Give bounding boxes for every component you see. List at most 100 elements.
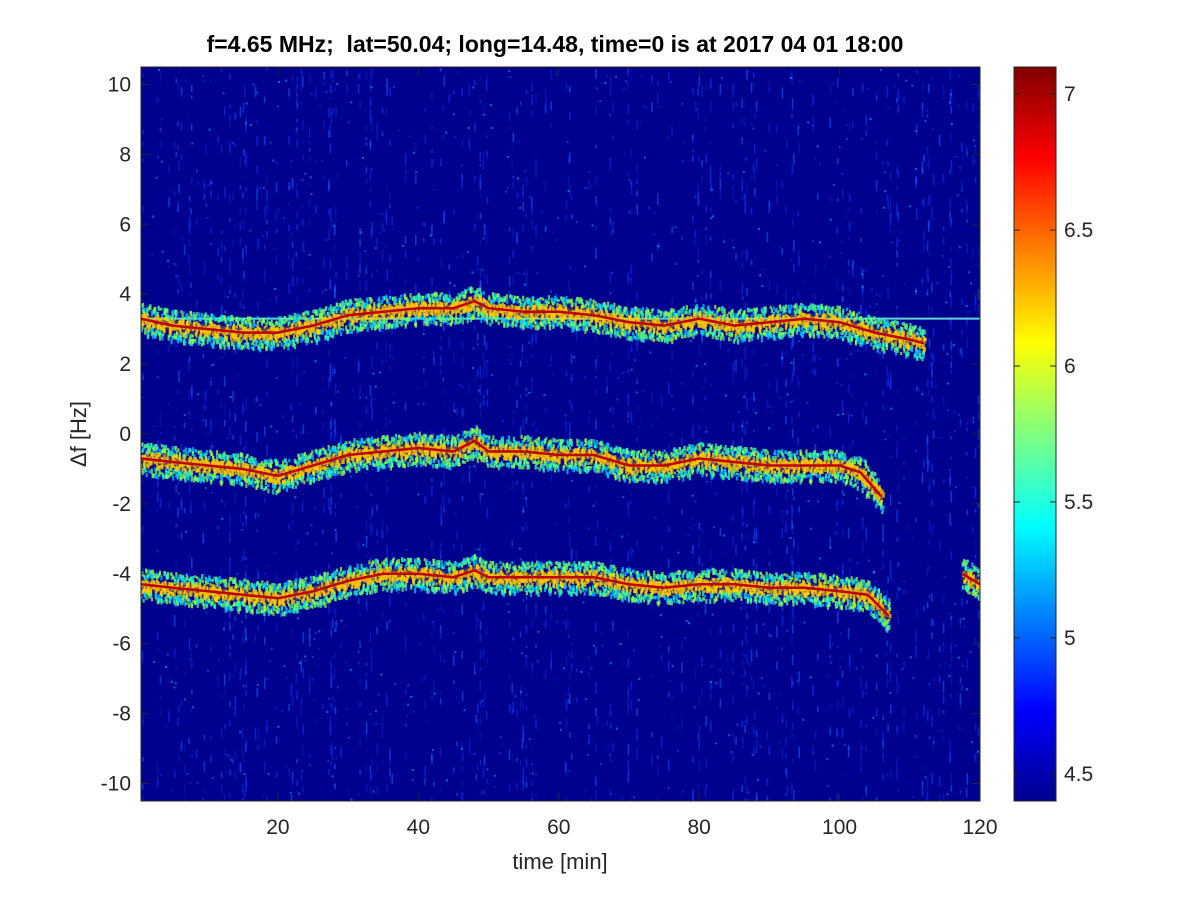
noise-speckle <box>365 600 368 612</box>
trace-halo-dot <box>277 323 280 328</box>
noise-speckle <box>448 94 450 103</box>
noise-speckle <box>949 221 951 226</box>
noise-speckle <box>837 158 839 165</box>
noise-dot <box>957 656 960 659</box>
noise-dot <box>507 155 510 158</box>
noise-speckle <box>479 174 482 185</box>
noise-dot <box>837 413 840 416</box>
trace-halo-dot <box>256 321 259 325</box>
noise-dot <box>790 401 793 404</box>
noise-dot <box>205 204 208 207</box>
noise-speckle <box>482 151 485 163</box>
noise-speckle <box>719 178 722 191</box>
noise-speckle <box>915 518 917 523</box>
noise-speckle <box>245 206 247 216</box>
noise-dot <box>317 664 320 667</box>
noise-dot <box>211 445 214 448</box>
noise-speckle <box>961 298 963 305</box>
noise-speckle <box>511 161 513 169</box>
noise-speckle <box>544 670 547 677</box>
noise-speckle <box>203 790 206 794</box>
noise-speckle <box>188 571 191 581</box>
noise-dot <box>829 546 832 549</box>
noise-speckle <box>750 260 753 265</box>
noise-speckle <box>698 344 701 357</box>
noise-speckle <box>521 354 524 361</box>
noise-speckle <box>234 143 237 147</box>
trace-halo-dot <box>331 306 334 311</box>
noise-speckle <box>423 222 425 226</box>
noise-speckle <box>443 508 446 513</box>
noise-speckle <box>928 682 931 686</box>
trace-halo-dot <box>259 347 262 353</box>
trace-halo-dot <box>195 320 198 324</box>
noise-speckle <box>793 496 795 501</box>
noise-speckle <box>627 753 630 757</box>
noise-speckle <box>243 703 245 711</box>
noise-dot <box>245 557 248 560</box>
trace-halo-dot <box>159 329 162 335</box>
trace-halo-dot <box>195 331 198 335</box>
trace-halo-dot <box>389 296 392 300</box>
trace-halo-dot <box>247 342 250 347</box>
noise-speckle <box>254 398 257 401</box>
noise-dot <box>226 437 229 440</box>
noise-speckle <box>595 708 597 716</box>
noise-speckle <box>331 748 334 760</box>
trace-halo-dot <box>236 320 240 326</box>
noise-dot <box>674 262 677 265</box>
trace-halo-dot <box>163 316 166 321</box>
noise-dot <box>325 91 328 94</box>
trace-halo-dot <box>348 303 351 309</box>
noise-dot <box>696 108 699 111</box>
noise-speckle <box>330 431 333 438</box>
noise-dot <box>510 353 513 356</box>
noise-speckle <box>698 537 701 549</box>
noise-speckle <box>479 76 482 83</box>
noise-speckle <box>568 399 571 402</box>
noise-speckle <box>329 659 332 666</box>
trace-halo-dot <box>266 318 269 325</box>
noise-speckle <box>322 388 324 393</box>
noise-dot <box>752 430 755 433</box>
noise-speckle <box>630 699 633 711</box>
noise-dot <box>764 149 767 152</box>
trace-halo-dot <box>206 314 209 321</box>
noise-speckle <box>220 257 223 263</box>
noise-speckle <box>334 368 336 375</box>
noise-dot <box>742 396 745 399</box>
noise-speckle <box>564 762 567 773</box>
noise-speckle <box>768 508 771 515</box>
noise-speckle <box>331 366 334 377</box>
noise-dot <box>836 501 839 504</box>
trace-halo-dot <box>271 347 274 351</box>
trace-halo-dot <box>274 321 278 327</box>
noise-speckle <box>744 347 746 360</box>
noise-dot <box>209 433 212 436</box>
noise-dot <box>225 754 228 757</box>
noise-speckle <box>431 695 433 701</box>
noise-dot <box>476 268 479 271</box>
noise-speckle <box>931 618 933 626</box>
noise-speckle <box>609 792 612 796</box>
noise-speckle <box>482 765 485 777</box>
noise-speckle <box>781 180 783 189</box>
noise-speckle <box>768 279 771 292</box>
noise-dot <box>463 407 466 410</box>
noise-dot <box>954 644 957 647</box>
noise-speckle <box>671 695 673 701</box>
noise-speckle <box>612 406 614 414</box>
noise-speckle <box>755 742 758 754</box>
noise-speckle <box>950 320 953 325</box>
noise-dot <box>695 364 698 367</box>
noise-speckle <box>950 106 953 114</box>
noise-speckle <box>896 262 898 267</box>
noise-speckle <box>525 645 528 649</box>
noise-speckle <box>949 664 951 668</box>
noise-speckle <box>178 274 180 284</box>
noise-speckle <box>479 99 482 103</box>
noise-speckle <box>519 394 522 399</box>
noise-speckle <box>932 355 935 362</box>
noise-speckle <box>308 198 311 207</box>
noise-speckle <box>331 70 334 79</box>
